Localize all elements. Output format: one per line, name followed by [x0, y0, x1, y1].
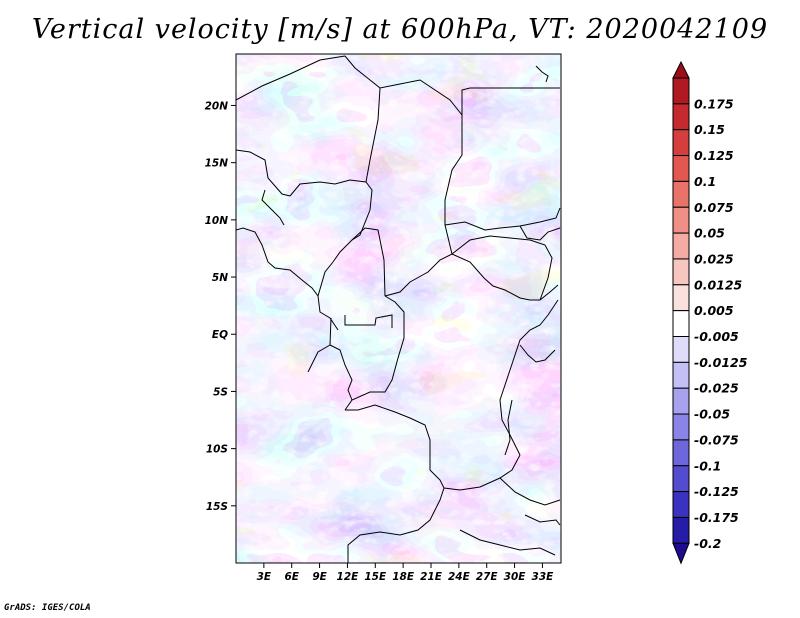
colorbar-label: 0.075 [694, 200, 734, 215]
lon-tick-label: 3E [257, 571, 272, 583]
credit-text: GrADS: IGES/COLA [4, 603, 91, 613]
colorbar-swatch [672, 129, 690, 157]
colorbar-label: 0.0125 [694, 277, 743, 292]
colorbar-swatch [672, 180, 690, 208]
lat-tick-label: 5S [213, 386, 228, 398]
lat-tick-label: 10S [206, 444, 228, 456]
lat-tick-label: 5N [212, 272, 228, 284]
colorbar-swatch [672, 491, 690, 518]
colorbar-swatch [672, 310, 690, 337]
colorbar-label: 0.025 [694, 251, 734, 266]
country-borders [236, 55, 561, 563]
colorbar-label: -0.0125 [694, 355, 748, 370]
colorbar-label: -0.025 [694, 381, 739, 396]
lon-tick-label: 30E [504, 571, 527, 583]
colorbar-swatch [672, 206, 690, 234]
colorbar-swatch [672, 103, 690, 131]
colorbar-swatch [672, 516, 690, 544]
lon-tick-label: 27E [476, 571, 499, 583]
colorbar-swatch [672, 439, 690, 467]
lon-tick-label: 18E [392, 571, 415, 583]
chart-title: Vertical velocity [m/s] at 600hPa, VT: 2… [31, 14, 769, 45]
colorbar-label: -0.175 [694, 510, 739, 525]
colorbar-max-arrow [672, 60, 690, 79]
colorbar: 0.175 0.15 0.125 0.1 0.075 0.05 0.025 0.0125 0.0… [672, 60, 748, 565]
lat-tick-label: 15N [205, 158, 229, 170]
lat-tick-label: 10N [205, 215, 229, 227]
colorbar-swatch [672, 465, 690, 493]
colorbar-swatch [672, 413, 690, 441]
colorbar-label: -0.2 [694, 536, 721, 551]
colorbar-swatch [672, 361, 690, 389]
colorbar-label: 0.175 [694, 96, 734, 111]
colorbar-swatch [672, 387, 690, 415]
lon-tick-label: 12E [337, 571, 360, 583]
colorbar-swatch [672, 258, 690, 286]
colorbar-swatch [672, 155, 690, 182]
colorbar-label: 0.125 [694, 148, 734, 163]
latitude-axis: 20N 15N 10N 5N EQ 5S 10S 15S [205, 100, 236, 513]
colorbar-label: 0.05 [694, 226, 725, 241]
lat-tick-label: EQ [212, 329, 228, 341]
colorbar-label: -0.005 [694, 329, 739, 344]
colorbar-swatch [672, 77, 690, 105]
colorbar-label: -0.1 [694, 458, 721, 473]
lon-tick-label: 24E [448, 571, 471, 583]
lon-tick-label: 33E [532, 571, 555, 583]
colorbar-swatch [672, 284, 690, 312]
lon-tick-label: 6E [284, 571, 299, 583]
colorbar-label: -0.125 [694, 484, 739, 499]
lat-tick-label: 20N [205, 100, 229, 112]
colorbar-label: 0.005 [694, 303, 734, 318]
vertical-velocity-field [236, 54, 561, 563]
lat-tick-label: 15S [206, 501, 228, 513]
colorbar-swatch [672, 336, 690, 363]
colorbar-label: 0.1 [694, 174, 716, 189]
lon-tick-label: 21E [420, 571, 443, 583]
lon-tick-label: 9E [312, 571, 327, 583]
colorbar-swatch [672, 232, 690, 260]
colorbar-label: -0.05 [694, 407, 730, 422]
map-frame [235, 53, 562, 564]
colorbar-label: 0.15 [694, 122, 725, 137]
longitude-axis: 3E 6E 9E 12E 15E 18E 21E 24E 27E 30E 33E [257, 563, 555, 583]
lon-tick-label: 15E [364, 571, 387, 583]
colorbar-min-arrow [672, 542, 690, 565]
colorbar-label: -0.075 [694, 432, 739, 447]
